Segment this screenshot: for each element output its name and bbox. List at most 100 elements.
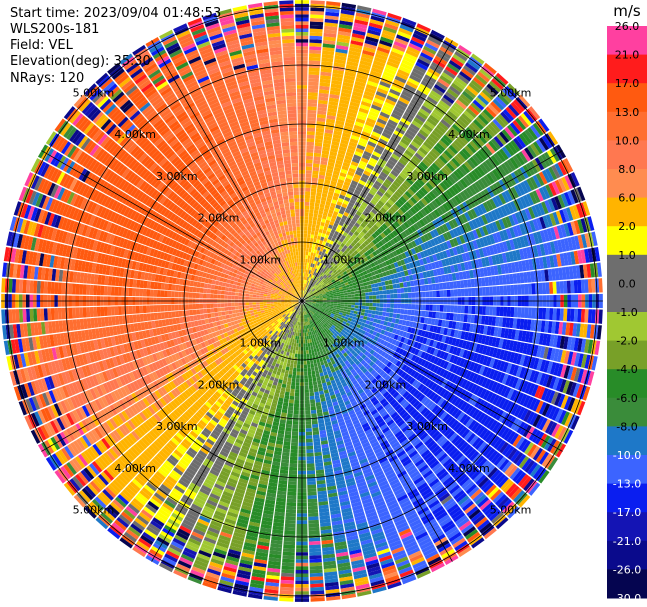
velocity-gate <box>354 121 365 128</box>
velocity-gate <box>324 132 333 138</box>
velocity-gate <box>396 34 410 43</box>
velocity-gate <box>383 101 395 110</box>
velocity-gate <box>312 170 319 175</box>
velocity-gate <box>326 197 332 203</box>
velocity-gate <box>315 373 320 378</box>
velocity-gate <box>352 128 362 134</box>
velocity-gate <box>323 253 328 258</box>
velocity-gate <box>310 278 313 282</box>
velocity-gate <box>327 104 338 110</box>
velocity-gate <box>321 251 325 257</box>
velocity-gate <box>390 294 395 299</box>
velocity-gate <box>303 290 305 295</box>
velocity-gate <box>309 285 312 290</box>
velocity-gate <box>358 305 362 309</box>
velocity-gate <box>357 140 367 148</box>
velocity-gate <box>559 308 564 321</box>
velocity-gate <box>370 66 383 74</box>
velocity-gate <box>310 402 316 407</box>
velocity-gate <box>346 289 351 293</box>
velocity-gate <box>367 192 374 199</box>
velocity-gate <box>346 234 352 240</box>
velocity-gate <box>315 269 319 273</box>
velocity-gate <box>389 308 394 313</box>
velocity-gate <box>428 284 433 291</box>
velocity-gate <box>366 163 375 171</box>
velocity-gate <box>314 142 323 147</box>
velocity-gate <box>346 115 356 121</box>
velocity-gate <box>304 205 310 210</box>
velocity-gate <box>348 222 354 228</box>
velocity-gate <box>332 72 344 79</box>
velocity-gate <box>358 302 363 306</box>
velocity-gate <box>369 295 373 300</box>
velocity-gate <box>307 116 316 121</box>
velocity-gate <box>326 1 341 7</box>
velocity-gate <box>322 189 329 195</box>
velocity-gate <box>302 283 304 287</box>
velocity-gate <box>333 246 338 252</box>
velocity-gate <box>310 286 313 290</box>
velocity-gate <box>404 149 414 158</box>
velocity-gate <box>563 280 568 294</box>
velocity-gate <box>309 388 314 393</box>
velocity-gate <box>346 309 351 313</box>
velocity-gate <box>319 207 325 212</box>
velocity-gate <box>387 57 401 66</box>
velocity-gate <box>342 239 348 245</box>
velocity-gate <box>432 304 437 312</box>
velocity-gate <box>398 141 408 150</box>
velocity-gate <box>305 287 307 291</box>
velocity-gate <box>361 97 373 104</box>
velocity-gate <box>347 108 358 115</box>
velocity-gate <box>336 116 346 122</box>
velocity-gate <box>374 180 382 188</box>
velocity-gate <box>381 108 392 116</box>
velocity-gate <box>330 301 334 304</box>
velocity-gate <box>404 52 418 62</box>
velocity-gate <box>310 14 324 19</box>
velocity-gate <box>336 113 347 119</box>
velocity-gate <box>344 236 350 242</box>
velocity-gate <box>524 283 529 295</box>
velocity-gate <box>370 314 376 319</box>
velocity-gate <box>435 283 440 291</box>
velocity-gate <box>402 135 412 144</box>
velocity-gate <box>334 55 347 61</box>
velocity-gate <box>324 261 328 266</box>
velocity-gate <box>306 244 310 249</box>
velocity-gate <box>322 43 336 49</box>
velocity-gate <box>307 230 312 235</box>
velocity-gate <box>446 88 459 99</box>
velocity-gate <box>323 36 336 42</box>
velocity-gate <box>381 131 392 139</box>
velocity-gate <box>317 254 321 259</box>
velocity-gate <box>307 276 309 281</box>
velocity-gate <box>311 413 317 418</box>
velocity-gate <box>315 253 319 258</box>
velocity-gate <box>380 36 394 44</box>
velocity-gate <box>324 204 330 210</box>
velocity-gate <box>442 312 447 320</box>
velocity-gate <box>336 37 350 44</box>
velocity-gate <box>393 308 398 314</box>
velocity-gate <box>368 137 378 145</box>
velocity-gate <box>307 364 311 369</box>
velocity-gate <box>389 312 394 318</box>
velocity-gate <box>322 46 335 52</box>
velocity-gate <box>312 271 316 276</box>
velocity-gate <box>306 241 310 245</box>
velocity-gate <box>350 310 355 314</box>
velocity-gate <box>394 75 407 84</box>
velocity-gate <box>570 280 575 294</box>
velocity-gate <box>438 312 444 320</box>
velocity-gate <box>370 186 378 193</box>
velocity-gate <box>367 77 380 84</box>
velocity-gate <box>366 144 375 151</box>
velocity-gate <box>371 310 376 315</box>
velocity-gate <box>305 255 308 259</box>
velocity-gate <box>354 308 359 312</box>
velocity-gate <box>335 159 343 166</box>
velocity-gate <box>351 195 358 202</box>
velocity-gate <box>363 90 375 98</box>
